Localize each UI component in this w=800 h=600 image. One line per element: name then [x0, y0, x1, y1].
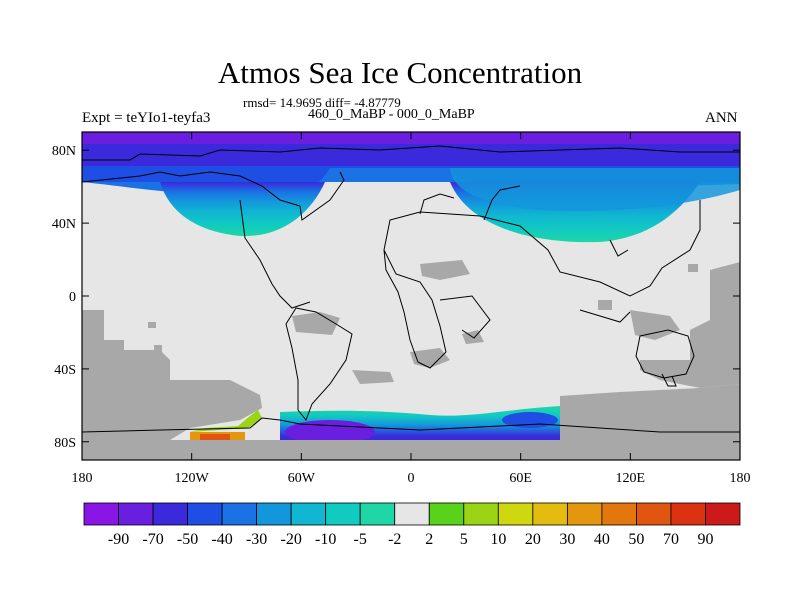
- colorbar-label: -50: [177, 531, 198, 548]
- land-mask-southern-pacific: [560, 384, 740, 440]
- experiment-label: Expt = teYIo1-teyfa3: [82, 110, 211, 126]
- colorbar-label: 20: [525, 531, 541, 548]
- land-mask-antarctica: [82, 440, 740, 460]
- lat-tick-label: 40S: [54, 363, 76, 378]
- colorbar-swatch: [463, 502, 499, 526]
- colorbar-swatch: [601, 502, 637, 526]
- continent-outlines: [82, 145, 740, 433]
- colorbar-label: 10: [490, 531, 506, 548]
- land-mask-south-pacific: [82, 310, 262, 440]
- colorbar-label: 40: [594, 531, 610, 548]
- colorbar-label: -5: [354, 531, 367, 548]
- colorbar-label: -40: [211, 531, 232, 548]
- colorbar-label: -10: [315, 531, 336, 548]
- lon-tick-label: 60W: [288, 471, 316, 486]
- colorbar-swatch: [705, 502, 741, 526]
- colorbar-label: -2: [388, 531, 401, 548]
- rmsd-diff-stats: rmsd= 14.9695 diff= -4.87779: [243, 95, 401, 110]
- longitude-axis: 180 120W 60W 0 60E 120E 180: [72, 132, 751, 486]
- season-label: ANN: [705, 110, 738, 126]
- colorbar-label: 70: [663, 531, 679, 548]
- colorbar-swatch: [497, 502, 534, 526]
- positive-patch-red: [200, 434, 230, 440]
- colorbar-swatch: [394, 502, 430, 526]
- colorbar-label: -70: [142, 531, 163, 548]
- colorbar-swatch: [359, 502, 396, 526]
- colorbar-label: 5: [460, 531, 468, 548]
- land-mask-south-atlantic: [352, 370, 394, 384]
- lon-tick-label: 120W: [175, 471, 210, 486]
- land-mask-indonesia: [630, 310, 680, 340]
- latitude-axis: 80N 40N 0 40S 80S: [52, 144, 740, 451]
- lat-tick-label: 80N: [52, 144, 76, 159]
- lon-tick-label: 180: [72, 471, 93, 486]
- colorbar-swatch: [152, 502, 188, 526]
- lon-tick-label: 120E: [616, 471, 646, 486]
- colorbar-swatch: [428, 502, 465, 526]
- colorbar-swatch: [256, 502, 292, 526]
- comparison-label: 460_0_MaBP - 000_0_MaBP: [308, 107, 475, 122]
- weddell-negative: [285, 420, 375, 444]
- colorbar-swatch: [221, 502, 258, 526]
- colorbar: -90 -70 -50 -40 -30 -20 -10 -5 -2 2 5 10 20 30 40 50 70 9…: [83, 502, 741, 548]
- colorbar-swatch: [532, 502, 568, 526]
- lon-tick-label: 0: [408, 471, 415, 486]
- colorbar-label: 50: [628, 531, 644, 548]
- colorbar-swatch: [187, 502, 223, 526]
- map-field-layer: [82, 132, 740, 460]
- eurasian-shelf-negative: [450, 168, 740, 211]
- colorbar-label: -90: [108, 531, 129, 548]
- colorbar-swatch: [670, 502, 706, 526]
- colorbar-swatch: [118, 502, 154, 526]
- lat-tick-label: 80S: [54, 436, 76, 451]
- colorbar-swatch: [325, 502, 361, 526]
- colorbar-label: -30: [246, 531, 267, 548]
- land-mask-sahara: [420, 260, 470, 280]
- colorbar-label: -20: [280, 531, 301, 548]
- colorbar-label: 30: [559, 531, 575, 548]
- colorbar-swatch: [83, 502, 119, 526]
- colorbar-label: 90: [697, 531, 713, 548]
- north-pacific-negative: [160, 182, 325, 237]
- lat-tick-label: 40N: [52, 217, 76, 232]
- colorbar-swatch: [636, 502, 672, 526]
- colorbar-label: 2: [425, 531, 433, 548]
- colorbar-swatch: [566, 502, 603, 526]
- colorbar-swatch: [290, 502, 327, 526]
- land-mask-australia-east: [640, 262, 740, 388]
- lon-tick-label: 60E: [509, 471, 532, 486]
- lon-tick-label: 180: [730, 471, 751, 486]
- land-mask-amazon: [292, 312, 340, 335]
- chart-title: Atmos Sea Ice Concentration: [217, 55, 583, 90]
- lat-tick-label: 0: [69, 290, 76, 305]
- positive-patch-outer: [190, 410, 262, 444]
